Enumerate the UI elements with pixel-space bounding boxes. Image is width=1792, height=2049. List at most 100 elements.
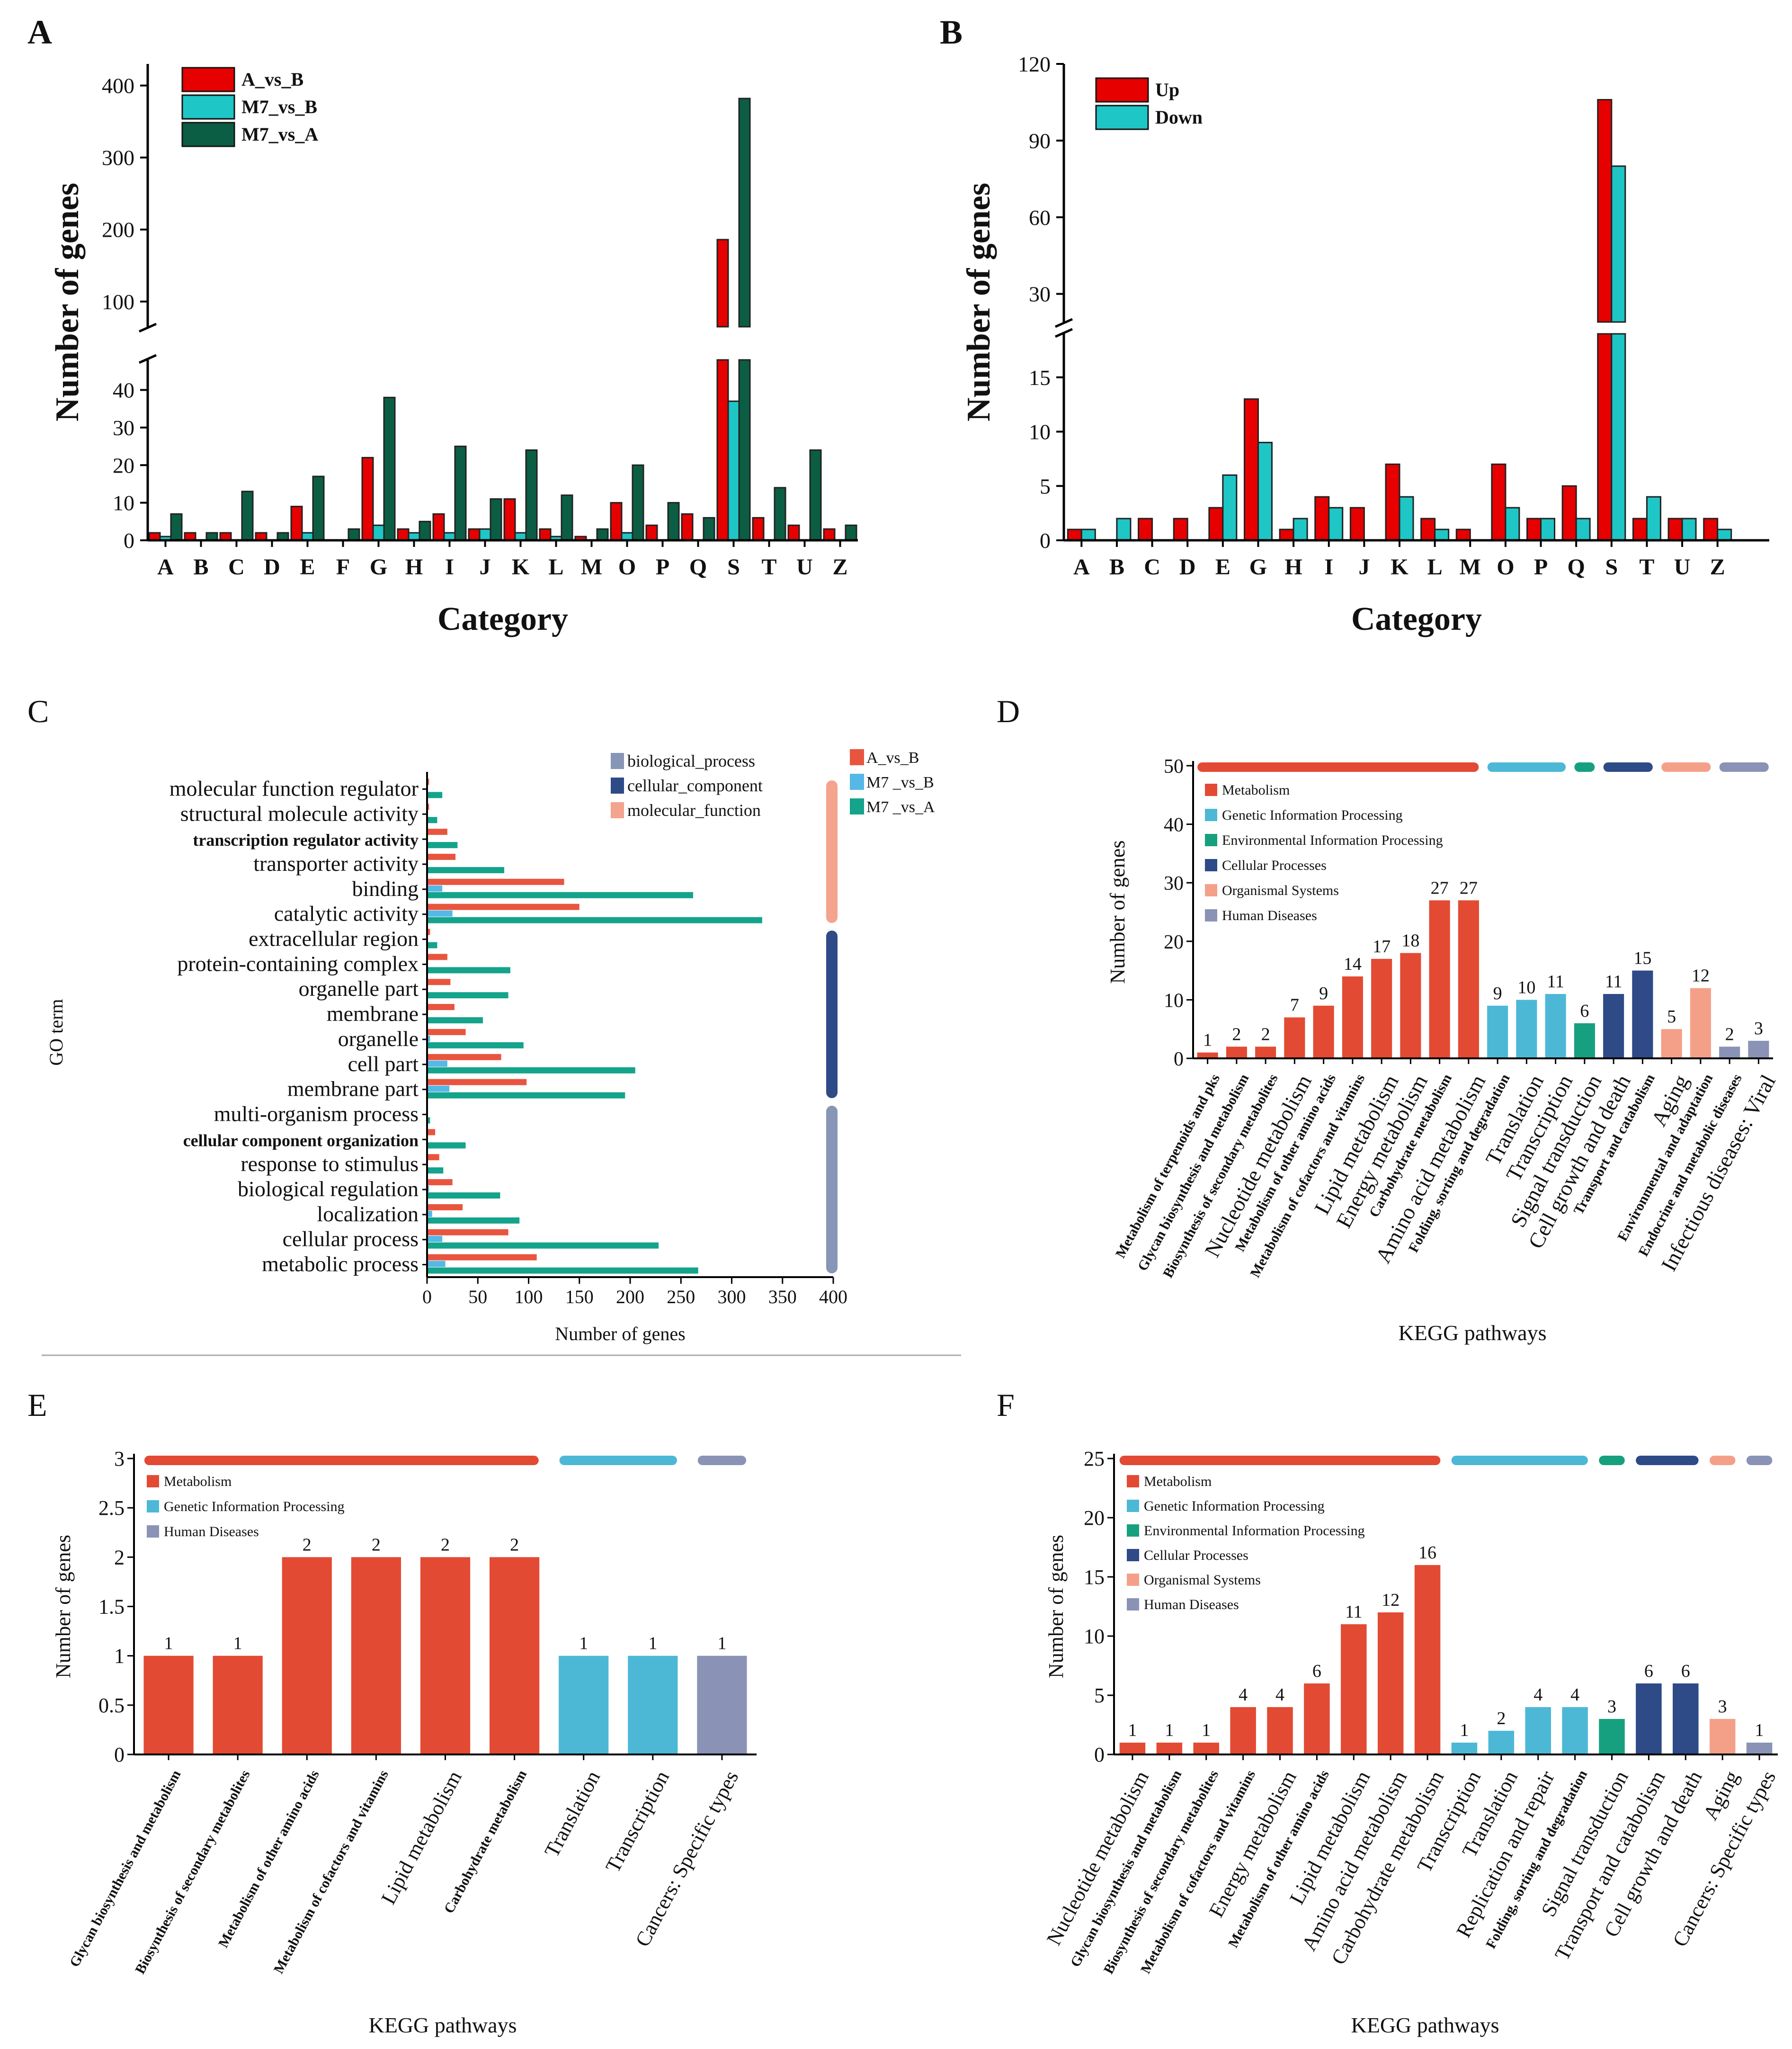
bar-value-label: 1 bbox=[717, 1634, 726, 1654]
category-tick-label: G bbox=[1249, 555, 1267, 580]
legend-label: Cellular Processes bbox=[1222, 858, 1327, 873]
bar-Translation bbox=[1488, 1731, 1515, 1754]
category-tick-label: D bbox=[264, 555, 280, 580]
legend-label: A_vs_B bbox=[866, 749, 919, 767]
bar-M7 _vs_B-cellular process bbox=[427, 1235, 443, 1242]
bar-value-label: 11 bbox=[1345, 1602, 1363, 1622]
bar-M7 _vs_B-biological regulation bbox=[427, 1186, 429, 1192]
bar-A_vs_B-cellular process bbox=[427, 1229, 508, 1235]
bar-value-label: 4 bbox=[1239, 1685, 1248, 1705]
y-tick-label: 40 bbox=[1164, 814, 1184, 836]
legend-swatch-gen bbox=[1205, 809, 1217, 821]
x-tick-label: 200 bbox=[616, 1286, 644, 1307]
bar-value-label: 2 bbox=[1261, 1024, 1270, 1044]
axis-break-mark bbox=[138, 354, 157, 364]
legend-swatch-met bbox=[1205, 784, 1217, 796]
category-tick-label: D bbox=[1179, 555, 1196, 580]
panel-label: F bbox=[997, 1387, 1015, 1423]
bar-M7_vs_A-G bbox=[383, 396, 396, 541]
panel-E: E 1 Glycan biosynthesis and metabolism 1 Bio… bbox=[27, 1387, 757, 2037]
bar-M7 _vs_A-transporter activity bbox=[427, 867, 505, 873]
bar-A_vs_B-response to stimulus bbox=[427, 1154, 439, 1161]
panel-label: B bbox=[940, 13, 963, 51]
x-axis-title: Category bbox=[437, 601, 568, 637]
bar-A_vs_B-T bbox=[752, 517, 765, 541]
legend-swatch-met bbox=[147, 1475, 159, 1487]
category-tick-label: A bbox=[157, 555, 174, 580]
category-tick-label: M bbox=[1460, 555, 1481, 580]
y-tick-label: 15 bbox=[1029, 366, 1051, 390]
panel-label: C bbox=[27, 693, 49, 729]
legend-swatch-A_vs_B bbox=[850, 749, 864, 765]
pathway-label: Metabolism of cofactors and vitamins bbox=[271, 1768, 392, 1977]
category-tick-label: C bbox=[228, 555, 245, 580]
y-tick-label: 90 bbox=[1029, 129, 1051, 153]
bar-value-label: 2 bbox=[441, 1535, 450, 1555]
bar-M7_vs_A-J bbox=[490, 498, 502, 541]
category-tick-label: E bbox=[1215, 555, 1230, 580]
y-tick-label: 0 bbox=[114, 1743, 125, 1766]
y-tick-label: 20 bbox=[113, 453, 134, 477]
y-tick-label: 2.5 bbox=[98, 1496, 125, 1520]
group-header-bar-met bbox=[144, 1456, 539, 1465]
category-tick-label: T bbox=[1639, 555, 1654, 580]
bar-value-label: 2 bbox=[372, 1535, 381, 1555]
category-tick-label: L bbox=[1427, 555, 1443, 580]
bar-value-label: 2 bbox=[303, 1535, 312, 1555]
go-term-label: organelle bbox=[338, 1027, 419, 1051]
bar-Aging bbox=[1709, 1719, 1736, 1754]
x-tick-label: 100 bbox=[515, 1286, 543, 1307]
panel-label: E bbox=[27, 1387, 47, 1423]
bar-value-label: 2 bbox=[1497, 1709, 1506, 1728]
bar-Metabolism of cofactors and vitamins bbox=[351, 1557, 401, 1754]
bar-value-label: 9 bbox=[1493, 984, 1502, 1003]
legend-swatch-env bbox=[1205, 834, 1217, 846]
pathway-label: Translation bbox=[540, 1767, 605, 1861]
legend-swatch-molecular_function bbox=[611, 802, 624, 818]
category-tick-label: U bbox=[796, 555, 813, 580]
bar-M7 _vs_A-extracellular region bbox=[427, 942, 437, 948]
bar-Biosynthesis of secondary metabolites bbox=[1255, 1047, 1276, 1058]
bar-Nucleotide metabolism bbox=[1284, 1017, 1305, 1058]
legend-label: Metabolism bbox=[1144, 1474, 1212, 1489]
y-tick-label: 3 bbox=[114, 1447, 125, 1470]
group-header-bar-met bbox=[1119, 1456, 1441, 1465]
bar-value-label: 1 bbox=[164, 1634, 173, 1654]
legend-swatch-cellular_component bbox=[611, 778, 624, 794]
bar-M7 _vs_A-binding bbox=[427, 892, 693, 898]
category-tick-label: B bbox=[193, 555, 208, 580]
legend-swatch-M7_vs_B bbox=[181, 94, 235, 120]
bar-value-label: 4 bbox=[1533, 1685, 1542, 1705]
bar-Carbohydrate metabolism bbox=[1429, 900, 1450, 1058]
legend-swatch-cell bbox=[1205, 859, 1217, 871]
y-tick-label: 40 bbox=[113, 378, 134, 403]
y-tick-label: 1.5 bbox=[98, 1595, 125, 1619]
bar-M7_vs_A-T bbox=[774, 487, 786, 541]
category-tick-label: B bbox=[1109, 555, 1124, 580]
bar-M7_vs_A-F bbox=[348, 528, 360, 541]
y-axis-title: Number of genes bbox=[961, 183, 997, 421]
panel-A: AA B C D E F G H I J K L M O P Q S T U Z0102030401002003004… bbox=[27, 13, 858, 637]
bar-Biosynthesis of secondary metabolites bbox=[1193, 1743, 1219, 1754]
bar-Down-E bbox=[1222, 474, 1238, 541]
legend-label: Human Diseases bbox=[1144, 1597, 1239, 1612]
legend-label: Genetic Information Processing bbox=[164, 1499, 345, 1514]
bar-M7 _vs_A-catalytic activity bbox=[427, 917, 762, 923]
bar-A_vs_B-S-lower bbox=[716, 359, 729, 541]
category-tick-label: I bbox=[445, 555, 454, 580]
bar-M7 _vs_A-membrane bbox=[427, 1017, 483, 1024]
bar-M7_vs_A-A bbox=[170, 513, 183, 541]
bar-Down-H bbox=[1293, 518, 1308, 541]
y-tick-label: 200 bbox=[102, 218, 134, 242]
bar-M7_vs_A-I bbox=[454, 446, 467, 541]
axis-break-mark bbox=[1054, 318, 1073, 328]
bar-value-label: 11 bbox=[1605, 972, 1623, 992]
legend-swatch-biological_process bbox=[611, 753, 624, 769]
y-tick-label: 5 bbox=[1040, 474, 1051, 498]
category-tick-label: L bbox=[548, 555, 563, 580]
bar-Cancers: Specific types bbox=[697, 1655, 747, 1754]
bar-value-label: 5 bbox=[1667, 1007, 1676, 1027]
group-header-bar-gen bbox=[1487, 762, 1566, 772]
category-tick-label: U bbox=[1674, 555, 1691, 580]
